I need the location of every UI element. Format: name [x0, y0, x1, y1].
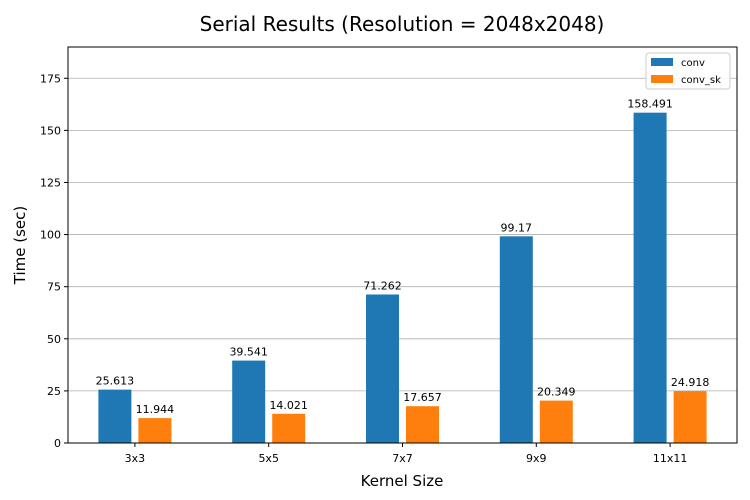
- bar-value-label: 25.613: [96, 375, 135, 388]
- legend-swatch: [651, 58, 673, 66]
- bar-conv: [499, 236, 533, 443]
- bar-value-label: 17.657: [403, 391, 442, 404]
- x-tick-label: 11x11: [653, 452, 688, 465]
- y-tick-label: 75: [47, 281, 61, 294]
- y-axis-ticks: 0 25 50 75 100 125 150 175: [40, 72, 68, 450]
- bar-conv-sk: [673, 391, 707, 443]
- bar-value-label: 158.491: [627, 98, 673, 111]
- chart-title: Serial Results (Resolution = 2048x2048): [200, 12, 605, 36]
- y-tick-label: 125: [40, 176, 61, 189]
- x-tick-label: 7x7: [392, 452, 413, 465]
- bar-conv: [633, 112, 667, 443]
- y-tick-label: 175: [40, 72, 61, 85]
- legend-entry: conv: [681, 58, 705, 69]
- bars: [98, 112, 707, 443]
- bar-value-label: 11.944: [136, 403, 175, 416]
- x-tick-label: 5x5: [258, 452, 279, 465]
- bar-conv-sk: [272, 413, 306, 443]
- bar-value-label: 14.021: [269, 399, 308, 412]
- bar-conv: [98, 389, 132, 443]
- x-tick-label: 9x9: [526, 452, 547, 465]
- grid-lines: [68, 77, 737, 392]
- bar-value-label: 20.349: [537, 386, 576, 399]
- bar-conv: [232, 360, 266, 443]
- bar-value-label: 99.17: [501, 221, 533, 234]
- x-axis-ticks: 3x3 5x5 7x7 9x9 11x11: [125, 443, 688, 465]
- y-tick-label: 25: [47, 385, 61, 398]
- bar-conv-sk: [138, 418, 172, 443]
- x-tick-label: 3x3: [125, 452, 146, 465]
- legend-swatch: [651, 75, 673, 83]
- y-tick-label: 50: [47, 333, 61, 346]
- bar-value-label: 39.541: [229, 346, 268, 359]
- x-axis-label: Kernel Size: [361, 472, 444, 490]
- bar-conv: [366, 294, 399, 443]
- bar-conv-sk: [406, 406, 439, 443]
- legend: conv conv_sk: [645, 52, 731, 90]
- bar-conv-sk: [539, 400, 573, 443]
- bar-value-label: 24.918: [671, 376, 710, 389]
- y-tick-label: 0: [54, 437, 61, 450]
- y-axis-label: Time (sec): [11, 206, 29, 285]
- y-tick-label: 150: [40, 124, 61, 137]
- y-tick-label: 100: [40, 229, 61, 242]
- data-labels: 25.613 11.944 39.541 14.021 71.262 17.657 99.1…: [96, 98, 710, 416]
- bar-value-label: 71.262: [363, 279, 402, 292]
- legend-entry: conv_sk: [681, 75, 721, 86]
